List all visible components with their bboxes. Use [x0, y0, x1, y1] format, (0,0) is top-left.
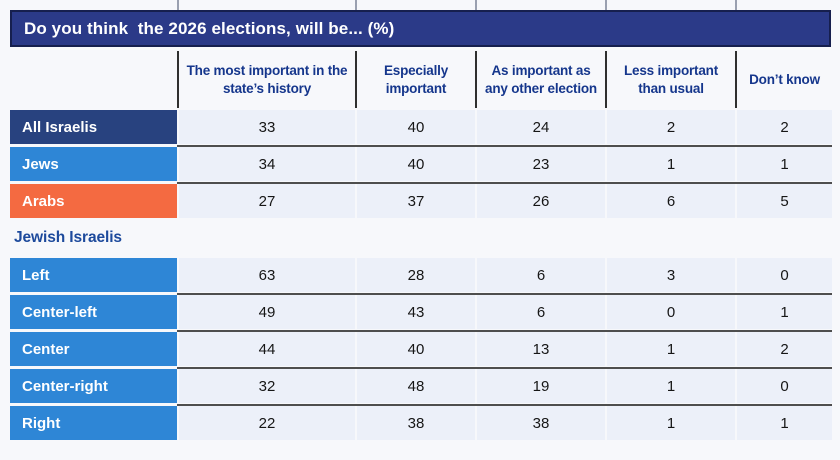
table-cell: 0 — [735, 369, 832, 403]
table-cell: 22 — [177, 406, 355, 440]
table-cell-empty — [735, 221, 832, 255]
table-cell: 43 — [355, 295, 475, 329]
table-section-header-jewish-israelis: Jewish Israelis — [10, 221, 832, 258]
table-title: Do you think the 2026 elections, will be… — [24, 18, 395, 38]
table-row-center-left: Center-left 49 43 6 0 1 — [10, 295, 832, 332]
table-cell: 1 — [605, 406, 735, 440]
grid-line — [475, 0, 477, 11]
table-cell: 1 — [735, 406, 832, 440]
table-cell: 33 — [177, 110, 355, 144]
table-cell: 49 — [177, 295, 355, 329]
column-header-most-important: The most important in the state’s histor… — [177, 51, 355, 108]
table-body: All Israelis 33 40 24 2 2 Jews 34 40 23 … — [10, 110, 832, 443]
table-cell-empty — [355, 221, 475, 255]
table-cell: 0 — [605, 295, 735, 329]
row-label: Left — [10, 258, 177, 292]
table-cell: 63 — [177, 258, 355, 292]
section-label: Jewish Israelis — [14, 229, 122, 246]
table-row-all-israelis: All Israelis 33 40 24 2 2 — [10, 110, 832, 147]
row-label: Center-left — [10, 295, 177, 329]
table-cell: 1 — [735, 147, 832, 181]
table-cell: 5 — [735, 184, 832, 218]
table-cell: 1 — [735, 295, 832, 329]
table-cell: 1 — [605, 369, 735, 403]
table-cell: 2 — [735, 332, 832, 366]
table-cell: 26 — [475, 184, 605, 218]
grid-line — [355, 0, 357, 11]
table-row-right: Right 22 38 38 1 1 — [10, 406, 832, 443]
table-cell: 28 — [355, 258, 475, 292]
table-cell: 40 — [355, 332, 475, 366]
column-header-especially-important: Especially important — [355, 51, 475, 108]
table-cell: 2 — [735, 110, 832, 144]
table-cell: 48 — [355, 369, 475, 403]
table-cell-empty — [177, 221, 355, 255]
column-header-row: The most important in the state’s histor… — [10, 47, 832, 110]
table-row-left: Left 63 28 6 3 0 — [10, 258, 832, 295]
table-cell: 1 — [605, 147, 735, 181]
table-cell: 0 — [735, 258, 832, 292]
table-cell: 13 — [475, 332, 605, 366]
table-cell: 38 — [475, 406, 605, 440]
row-label: Right — [10, 406, 177, 440]
table-cell: 6 — [475, 258, 605, 292]
table-cell: 38 — [355, 406, 475, 440]
table-cell: 24 — [475, 110, 605, 144]
row-label: All Israelis — [10, 110, 177, 144]
table-cell: 19 — [475, 369, 605, 403]
column-header-less-important: Less important than usual — [605, 51, 735, 108]
grid-line — [605, 0, 607, 11]
table-cell: 3 — [605, 258, 735, 292]
table-cell-empty — [475, 221, 605, 255]
column-header-dont-know: Don’t know — [735, 51, 832, 108]
table-cell: 37 — [355, 184, 475, 218]
row-label-column-spacer — [10, 47, 177, 110]
table-row-jews: Jews 34 40 23 1 1 — [10, 147, 832, 184]
table-cell: 6 — [605, 184, 735, 218]
table-cell: 1 — [605, 332, 735, 366]
table-row-center-right: Center-right 32 48 19 1 0 — [10, 369, 832, 406]
table-cell-empty — [605, 221, 735, 255]
row-label: Center — [10, 332, 177, 366]
table-cell: 2 — [605, 110, 735, 144]
column-header-as-important: As important as any other election — [475, 51, 605, 108]
table-row-center: Center 44 40 13 1 2 — [10, 332, 832, 369]
row-label: Jews — [10, 147, 177, 181]
table-cell: 44 — [177, 332, 355, 366]
row-label: Center-right — [10, 369, 177, 403]
table-title-bar: Do you think the 2026 elections, will be… — [10, 10, 831, 47]
table-cell: 6 — [475, 295, 605, 329]
grid-line — [735, 0, 737, 11]
table-cell: 34 — [177, 147, 355, 181]
table-cell: 40 — [355, 110, 475, 144]
table-cell: 32 — [177, 369, 355, 403]
grid-line — [177, 0, 179, 11]
table-cell: 27 — [177, 184, 355, 218]
table-cell: 40 — [355, 147, 475, 181]
row-label: Arabs — [10, 184, 177, 218]
table-row-arabs: Arabs 27 37 26 6 5 — [10, 184, 832, 221]
table-cell: 23 — [475, 147, 605, 181]
